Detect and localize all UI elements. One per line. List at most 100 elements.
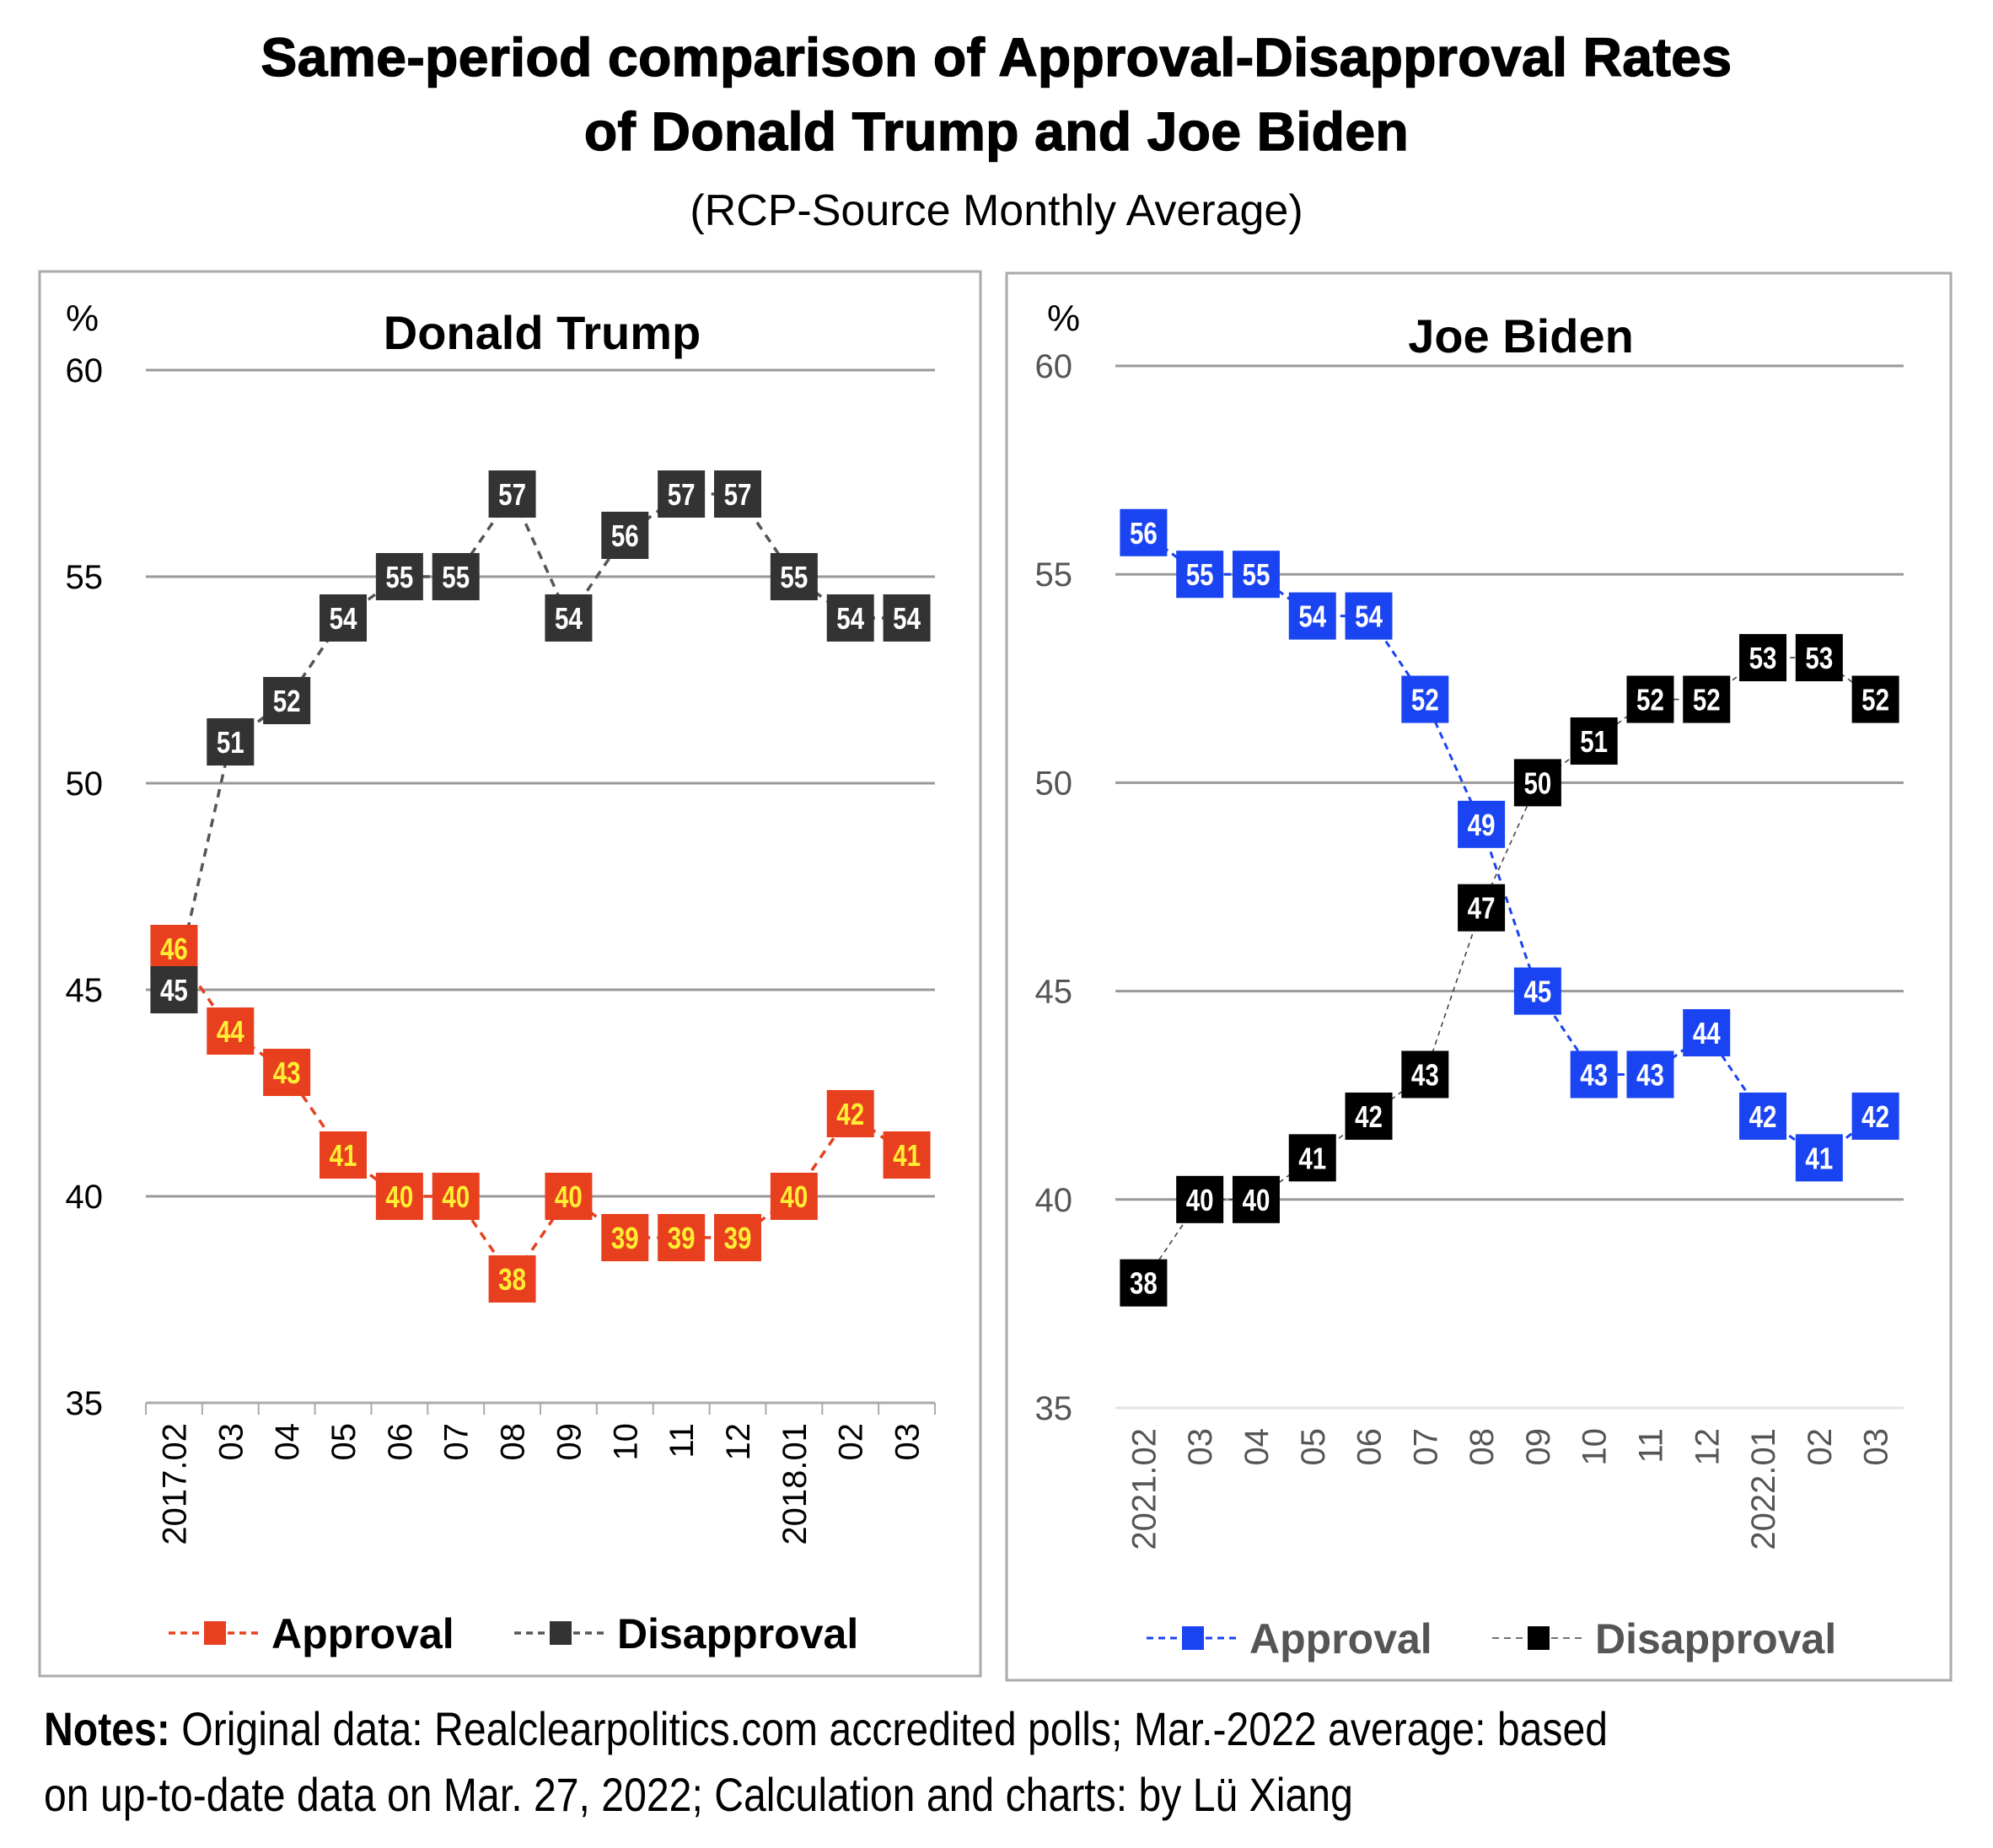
biden-disapproval-data-label: 38 (1130, 1266, 1158, 1300)
notes-text-1: Original data: Realclearpolitics.com acc… (169, 1702, 1609, 1755)
trump-disapproval-marker (770, 553, 818, 600)
trump-x-tick-label: 10 (607, 1423, 644, 1461)
biden-disapproval-data-label: 47 (1468, 891, 1496, 925)
trump-approval-data-label: 41 (893, 1138, 921, 1172)
trump-y-tick-label: 50 (66, 766, 104, 803)
trump-approval-marker (150, 925, 198, 972)
trump-approval-data-label: 40 (385, 1179, 413, 1213)
trump-disapproval-marker (658, 470, 706, 518)
biden-x-tick-label: 05 (1295, 1428, 1332, 1466)
biden-approval-data-label: 42 (1861, 1099, 1889, 1133)
trump-disapproval-marker (207, 718, 255, 766)
biden-x-tick-label: 10 (1577, 1428, 1614, 1466)
trump-y-unit-label: % (66, 298, 99, 339)
biden-approval-marker (1739, 1092, 1787, 1140)
biden-disapproval-marker (1176, 1175, 1224, 1223)
biden-approval-data-label: 55 (1243, 557, 1270, 591)
biden-x-tick-label: 09 (1520, 1428, 1557, 1466)
biden-approval-marker (1345, 592, 1393, 640)
trump-approval-data-label: 46 (160, 932, 188, 965)
biden-x-tick-label: 03 (1182, 1428, 1219, 1466)
trump-approval-marker (826, 1090, 874, 1137)
biden-disapproval-data-label: 40 (1243, 1183, 1270, 1217)
trump-approval-marker (263, 1049, 311, 1096)
trump-x-tick-label: 2017.02 (156, 1423, 193, 1545)
trump-y-tick-label: 35 (66, 1385, 104, 1422)
trump-disapproval-marker (320, 594, 367, 642)
biden-approval-data-label: 45 (1523, 975, 1551, 1008)
notes-line-2: on up-to-date data on Mar. 27, 2022; Cal… (44, 1768, 1353, 1821)
trump-disapproval-data-label: 57 (724, 477, 752, 511)
biden-approval-marker (1401, 675, 1449, 723)
trump-approval-marker (545, 1173, 593, 1220)
trump-x-tick-label: 12 (720, 1423, 757, 1461)
biden-approval-data-label: 41 (1805, 1142, 1833, 1175)
trump-x-tick-label: 11 (663, 1423, 701, 1459)
biden-approval-line (1142, 531, 1877, 1160)
trump-approval-marker (770, 1173, 818, 1220)
biden-approval-marker (1232, 551, 1280, 599)
trump-x-tick-label: 09 (551, 1423, 588, 1461)
biden-approval-marker (1795, 1134, 1843, 1182)
biden-disapproval-marker (1232, 1175, 1280, 1223)
trump-disapproval-marker (826, 594, 874, 642)
trump-x-tick-label: 07 (438, 1423, 475, 1461)
trump-disapproval-marker (150, 966, 198, 1013)
biden-approval-data-label: 54 (1298, 599, 1326, 633)
trump-approval-marker (601, 1214, 649, 1261)
trump-x-tick-label: 03 (889, 1423, 927, 1461)
biden-approval-data-label: 43 (1580, 1058, 1608, 1092)
trump-approval-marker (375, 1173, 423, 1220)
biden-disapproval-marker (1401, 1050, 1449, 1099)
trump-legend-disapproval-label: Disapproval (617, 1610, 858, 1657)
trump-legend-approval-marker-icon (204, 1621, 226, 1645)
trump-disapproval-marker (263, 677, 311, 724)
biden-disapproval-marker (1513, 759, 1561, 807)
chart-title-line-2: of Donald Trump and Joe Biden (583, 100, 1410, 163)
biden-x-tick-label: 2022.01 (1745, 1428, 1782, 1550)
trump-x-tick-label: 03 (212, 1423, 250, 1461)
trump-disapproval-data-label: 57 (498, 477, 526, 511)
biden-disapproval-marker (1570, 717, 1618, 765)
biden-y-tick-label: 40 (1035, 1182, 1073, 1219)
biden-disapproval-data-label: 53 (1805, 641, 1833, 674)
biden-approval-data-label: 49 (1468, 808, 1496, 841)
trump-disapproval-data-label: 54 (836, 601, 864, 635)
trump-x-tick-label: 2018.01 (776, 1423, 814, 1545)
biden-approval-marker (1626, 1050, 1674, 1099)
trump-chart-title: Donald Trump (384, 306, 701, 359)
biden-approval-marker (1120, 508, 1168, 556)
biden-disapproval-marker (1739, 634, 1787, 682)
biden-x-tick-label: 02 (1802, 1428, 1839, 1466)
biden-disapproval-data-label: 42 (1355, 1099, 1383, 1133)
trump-x-tick-label: 08 (495, 1423, 532, 1461)
biden-disapproval-data-label: 51 (1580, 724, 1608, 758)
trump-disapproval-data-label: 52 (273, 684, 301, 717)
notes-line-1: Notes: Original data: Realclearpolitics.… (44, 1696, 1704, 1762)
biden-approval-data-label: 54 (1355, 599, 1383, 633)
trump-disapproval-marker (375, 553, 423, 600)
trump-legend-disapproval-marker-icon (550, 1621, 572, 1645)
biden-approval-marker (1458, 800, 1506, 848)
biden-approval-marker (1851, 1092, 1899, 1140)
biden-disapproval-data-label: 50 (1523, 766, 1551, 800)
biden-approval-marker (1288, 592, 1336, 640)
biden-chart-panel: % Joe Biden 35 40 45 50 55 60 2021.02 03 04 05 06 0… (1005, 271, 1953, 1682)
biden-disapproval-marker (1795, 634, 1843, 682)
biden-x-tick-label: 2021.02 (1125, 1428, 1163, 1550)
trump-disapproval-data-label: 55 (780, 560, 808, 594)
biden-disapproval-marker (1120, 1259, 1168, 1307)
biden-x-tick-label: 04 (1238, 1428, 1276, 1466)
biden-y-tick-label: 60 (1035, 348, 1073, 385)
trump-disapproval-marker (432, 553, 480, 600)
biden-x-tick-label: 06 (1351, 1428, 1389, 1466)
trump-approval-data-label: 41 (330, 1138, 357, 1172)
biden-legend-approval-label: Approval (1249, 1615, 1432, 1663)
trump-x-tick-label: 05 (325, 1423, 363, 1461)
trump-x-tick-label: 06 (382, 1423, 419, 1461)
biden-approval-data-label: 43 (1636, 1058, 1664, 1092)
biden-approval-marker (1513, 967, 1561, 1015)
trump-disapproval-data-label: 45 (160, 973, 188, 1007)
biden-disapproval-data-label: 52 (1636, 683, 1664, 717)
